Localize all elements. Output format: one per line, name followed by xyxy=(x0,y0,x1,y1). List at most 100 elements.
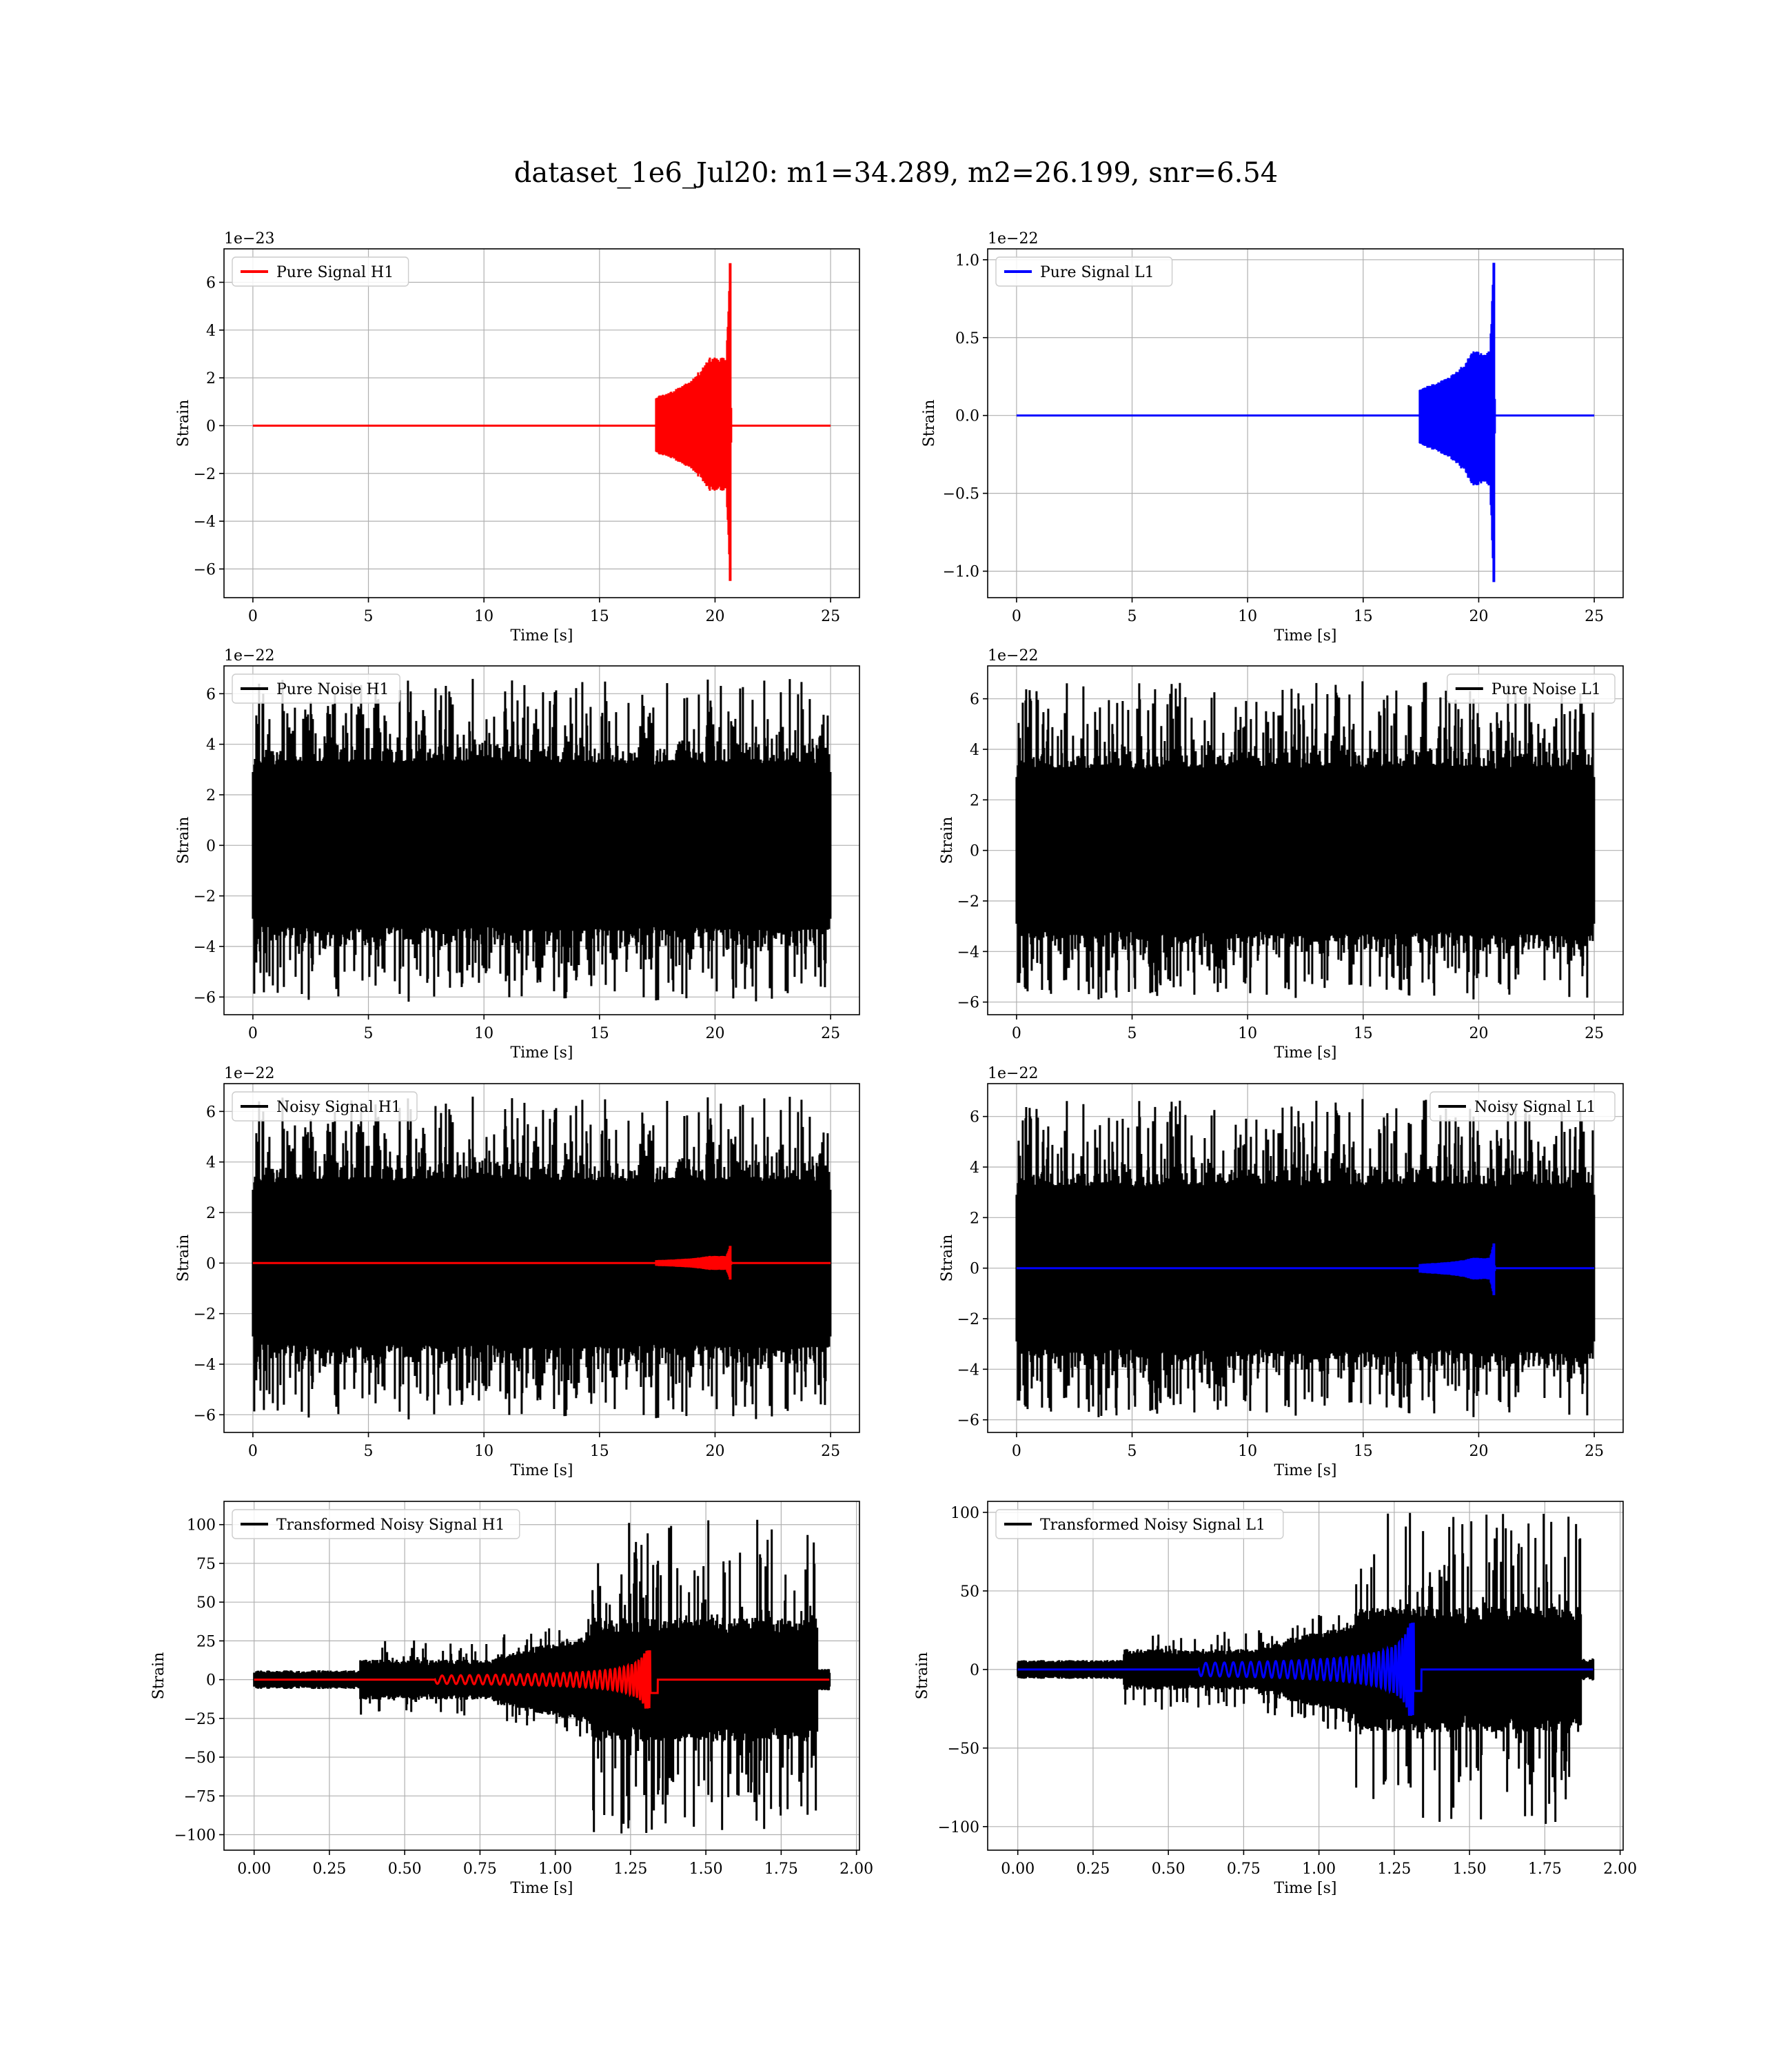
axes-frame xyxy=(223,1501,860,1851)
legend-box xyxy=(232,673,400,704)
y-tick-label: 6 xyxy=(206,1104,216,1121)
x-tick-label: 1.25 xyxy=(1377,1861,1411,1878)
y-axis-label: Strain xyxy=(175,1235,192,1282)
axis-exponent: 1e−23 xyxy=(224,230,274,247)
axis-exponent: 1e−22 xyxy=(988,647,1038,665)
legend-box xyxy=(1429,1091,1616,1122)
plot-area xyxy=(1017,1512,1595,1824)
y-tick-label: 4 xyxy=(970,1159,979,1177)
y-tick-label: 0.0 xyxy=(955,408,979,425)
x-tick-label: 0.75 xyxy=(1227,1861,1261,1878)
x-tick-label: 20 xyxy=(705,1025,724,1042)
y-tick-label: 6 xyxy=(970,1109,979,1126)
y-tick-label: −4 xyxy=(957,1361,979,1379)
x-tick-label: 0.00 xyxy=(237,1861,271,1878)
legend-box xyxy=(995,256,1173,287)
plot-area xyxy=(1016,263,1595,582)
plot-area xyxy=(252,263,831,581)
x-tick-label: 0 xyxy=(1012,1025,1021,1042)
y-tick-label: 6 xyxy=(970,691,979,709)
y-tick-label: 0 xyxy=(206,418,216,435)
y-tick-label: 0 xyxy=(206,1255,216,1273)
x-tick-label: 20 xyxy=(1469,1443,1488,1460)
x-tick-label: 0.50 xyxy=(1152,1861,1185,1878)
axes-frame xyxy=(987,665,1624,1015)
series-chirp xyxy=(1016,1243,1595,1295)
series-noise xyxy=(252,1096,832,1420)
panel-pure_signal_l1: 0 5 10 15 20 25 −1.0 −0.5 0.0 0.5 1.0 1e−22 Time [s]… xyxy=(921,230,1624,645)
legend: Pure Noise H1 xyxy=(232,673,400,704)
panel-noisy_signal_l1: 0 5 10 15 20 25 −6 −4 −2 0 2 4 6 1e−22 Time [s] Strain N… xyxy=(939,1065,1624,1479)
y-tick-label: 4 xyxy=(206,323,216,340)
x-axis-label: Time [s] xyxy=(1274,627,1336,645)
y-tick-label: −50 xyxy=(184,1750,216,1767)
x-tick-label: 0 xyxy=(248,1025,258,1042)
legend-label: Noisy Signal L1 xyxy=(1474,1099,1596,1116)
y-tick-label: 0 xyxy=(206,1672,216,1690)
x-tick-label: 1.50 xyxy=(689,1861,723,1878)
legend-label: Transformed Noisy Signal H1 xyxy=(276,1517,505,1534)
x-tick-label: 25 xyxy=(821,1443,840,1460)
y-tick-label: 4 xyxy=(206,1155,216,1172)
plot-area xyxy=(253,1519,831,1834)
y-tick-label: 2 xyxy=(206,787,216,804)
y-tick-label: 0 xyxy=(970,1261,979,1278)
x-tick-label: 0.50 xyxy=(388,1861,422,1878)
y-tick-label: 25 xyxy=(196,1633,216,1650)
x-tick-label: 10 xyxy=(474,1443,493,1460)
y-tick-label: −4 xyxy=(194,1357,216,1374)
axes-frame xyxy=(987,1083,1624,1433)
y-axis-label: Strain xyxy=(150,1652,167,1700)
x-tick-label: 25 xyxy=(1585,608,1604,625)
x-tick-label: 2.00 xyxy=(1603,1861,1637,1878)
axis-exponent: 1e−22 xyxy=(988,230,1038,247)
x-axis-label: Time [s] xyxy=(510,1880,573,1897)
legend: Pure Signal L1 xyxy=(995,256,1173,287)
axes-frame xyxy=(223,248,860,598)
x-tick-label: 2.00 xyxy=(839,1861,873,1878)
x-tick-label: 0 xyxy=(1012,608,1021,625)
x-tick-label: 10 xyxy=(474,608,493,625)
legend-label: Pure Signal H1 xyxy=(276,264,394,281)
y-tick-label: −2 xyxy=(194,1306,216,1324)
legend-box xyxy=(232,256,409,287)
x-tick-label: 15 xyxy=(590,608,609,625)
y-axis-label: Strain xyxy=(175,400,192,447)
axis-exponent: 1e−22 xyxy=(224,647,274,665)
legend: Noisy Signal H1 xyxy=(232,1091,418,1122)
x-tick-label: 1.00 xyxy=(538,1861,572,1878)
legend: Pure Noise L1 xyxy=(1447,673,1616,704)
x-axis-label: Time [s] xyxy=(510,1044,573,1062)
x-tick-label: 15 xyxy=(1354,608,1373,625)
y-tick-label: −2 xyxy=(957,893,979,911)
axes-frame xyxy=(987,1501,1624,1851)
y-tick-label: 0 xyxy=(970,1662,979,1679)
axis-exponent: 1e−22 xyxy=(224,1065,274,1082)
x-tick-label: 5 xyxy=(364,1443,374,1460)
legend: Noisy Signal L1 xyxy=(1429,1091,1616,1122)
x-tick-label: 0.25 xyxy=(312,1861,346,1878)
y-tick-label: 1.0 xyxy=(955,252,979,270)
y-tick-label: −4 xyxy=(957,944,979,961)
y-tick-label: −2 xyxy=(194,889,216,906)
y-tick-label: −1.0 xyxy=(943,564,979,581)
x-tick-label: 1.25 xyxy=(613,1861,647,1878)
x-tick-label: 10 xyxy=(474,1025,493,1042)
x-tick-label: 15 xyxy=(590,1025,609,1042)
y-tick-label: −6 xyxy=(194,989,216,1006)
panel-transformed_h1: 0.00 0.25 0.50 0.75 1.00 1.25 1.50 1.75 2.00 −100… xyxy=(150,1501,873,1897)
y-tick-label: 0 xyxy=(206,838,216,855)
panel-transformed_l1: 0.00 0.25 0.50 0.75 1.00 1.25 1.50 1.75 2.00 −100… xyxy=(914,1501,1637,1897)
axes-frame xyxy=(223,665,860,1015)
x-tick-label: 0.00 xyxy=(1001,1861,1035,1878)
x-tick-label: 10 xyxy=(1238,1443,1257,1460)
y-axis-label: Strain xyxy=(939,1235,956,1282)
series-chirp xyxy=(252,1246,831,1280)
plot-area xyxy=(1015,681,1596,1000)
x-tick-label: 0.25 xyxy=(1076,1861,1110,1878)
plot-area xyxy=(1015,1099,1596,1417)
legend-label: Noisy Signal H1 xyxy=(276,1099,401,1116)
x-tick-label: 20 xyxy=(705,1443,724,1460)
legend-box xyxy=(1447,673,1616,704)
y-tick-label: 0.5 xyxy=(955,330,979,347)
